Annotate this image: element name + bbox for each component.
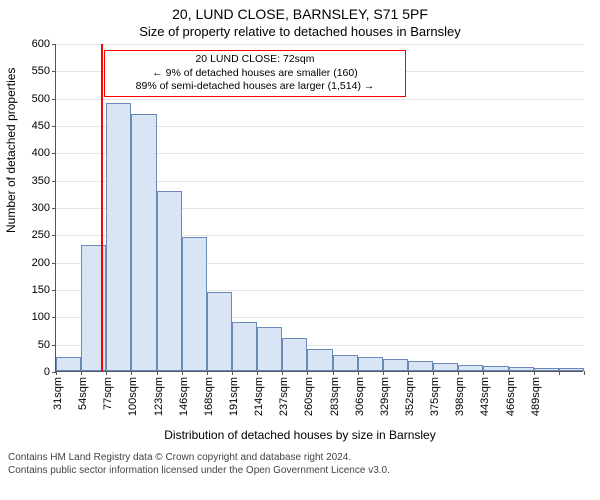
footer-line2: Contains public sector information licen…	[8, 465, 600, 478]
x-tick-label: 398sqm	[454, 377, 466, 416]
x-tick-mark	[383, 371, 384, 375]
y-tick-label: 200	[32, 257, 56, 269]
x-tick-label: 306sqm	[354, 377, 366, 416]
x-tick-label: 168sqm	[203, 377, 215, 416]
histogram-bar	[131, 114, 156, 371]
x-tick-mark	[559, 371, 560, 375]
x-tick-label: 466sqm	[505, 377, 517, 416]
x-tick-label: 54sqm	[77, 377, 89, 410]
x-tick-label: 77sqm	[102, 377, 114, 410]
histogram-bar	[509, 367, 534, 371]
annotation-line1: 20 LUND CLOSE: 72sqm	[111, 53, 399, 67]
y-tick-label: 250	[32, 229, 56, 241]
x-tick-mark	[232, 371, 233, 375]
y-tick-label: 100	[32, 311, 56, 323]
x-tick-mark	[307, 371, 308, 375]
y-tick-label: 600	[32, 38, 56, 50]
x-tick-label: 260sqm	[303, 377, 315, 416]
x-tick-label: 283sqm	[329, 377, 341, 416]
x-tick-mark	[257, 371, 258, 375]
y-tick-label: 450	[32, 120, 56, 132]
histogram-bar	[282, 338, 307, 371]
annotation-line3: 89% of semi-detached houses are larger (…	[111, 80, 399, 94]
y-tick-label: 50	[38, 339, 56, 351]
x-tick-mark	[157, 371, 158, 375]
x-tick-label: 31sqm	[52, 377, 64, 410]
footer-line1: Contains HM Land Registry data © Crown c…	[8, 452, 600, 465]
y-tick-label: 150	[32, 284, 56, 296]
x-tick-label: 375sqm	[429, 377, 441, 416]
x-tick-mark	[333, 371, 334, 375]
x-tick-label: 214sqm	[253, 377, 265, 416]
x-tick-mark	[106, 371, 107, 375]
x-tick-label: 100sqm	[127, 377, 139, 416]
histogram-bar	[534, 368, 559, 371]
histogram-bar	[232, 322, 257, 371]
x-tick-mark	[433, 371, 434, 375]
y-tick-label: 500	[32, 93, 56, 105]
x-axis-label: Distribution of detached houses by size …	[0, 428, 600, 442]
gridline-h	[56, 44, 584, 45]
x-tick-label: 329sqm	[379, 377, 391, 416]
x-tick-mark	[483, 371, 484, 375]
histogram-bar	[458, 365, 483, 371]
y-tick-label: 350	[32, 175, 56, 187]
chart-title-line1: 20, LUND CLOSE, BARNSLEY, S71 5PF	[0, 6, 600, 22]
histogram-bar	[257, 327, 282, 371]
x-tick-mark	[408, 371, 409, 375]
histogram-bar	[483, 366, 508, 371]
histogram-bar	[207, 292, 232, 371]
y-axis-label: Number of detached properties	[4, 68, 18, 233]
y-tick-label: 550	[32, 65, 56, 77]
x-tick-label: 352sqm	[404, 377, 416, 416]
x-tick-mark	[509, 371, 510, 375]
histogram-bar	[408, 361, 433, 371]
x-tick-mark	[131, 371, 132, 375]
x-tick-mark	[56, 371, 57, 375]
y-tick-label: 300	[32, 202, 56, 214]
histogram-bar	[333, 355, 358, 371]
x-tick-mark	[584, 371, 585, 375]
histogram-bar	[383, 359, 408, 371]
histogram-bar	[157, 191, 182, 371]
x-tick-label: 237sqm	[278, 377, 290, 416]
x-tick-label: 489sqm	[530, 377, 542, 416]
chart-container: { "chart": { "type": "histogram", "title…	[0, 0, 600, 500]
x-tick-label: 443sqm	[479, 377, 491, 416]
annotation-box: 20 LUND CLOSE: 72sqm ← 9% of detached ho…	[104, 50, 406, 97]
histogram-bar	[433, 363, 458, 371]
x-tick-label: 191sqm	[228, 377, 240, 416]
histogram-bar	[56, 357, 81, 371]
histogram-bar	[307, 349, 332, 371]
x-tick-mark	[207, 371, 208, 375]
histogram-bar	[182, 237, 207, 371]
x-tick-mark	[458, 371, 459, 375]
x-tick-mark	[534, 371, 535, 375]
reference-line	[101, 44, 103, 371]
footer-attribution: Contains HM Land Registry data © Crown c…	[0, 452, 600, 477]
plot-area: 05010015020025030035040045050055060031sq…	[55, 44, 583, 372]
x-tick-label: 123sqm	[153, 377, 165, 416]
histogram-bar	[358, 357, 383, 371]
x-tick-mark	[182, 371, 183, 375]
histogram-bar	[559, 368, 584, 371]
histogram-bar	[106, 103, 131, 371]
x-tick-mark	[358, 371, 359, 375]
annotation-line2: ← 9% of detached houses are smaller (160…	[111, 67, 399, 81]
y-tick-label: 400	[32, 147, 56, 159]
x-tick-mark	[81, 371, 82, 375]
chart-title-line2: Size of property relative to detached ho…	[0, 24, 600, 39]
x-tick-label: 146sqm	[178, 377, 190, 416]
gridline-h	[56, 99, 584, 100]
x-tick-mark	[282, 371, 283, 375]
